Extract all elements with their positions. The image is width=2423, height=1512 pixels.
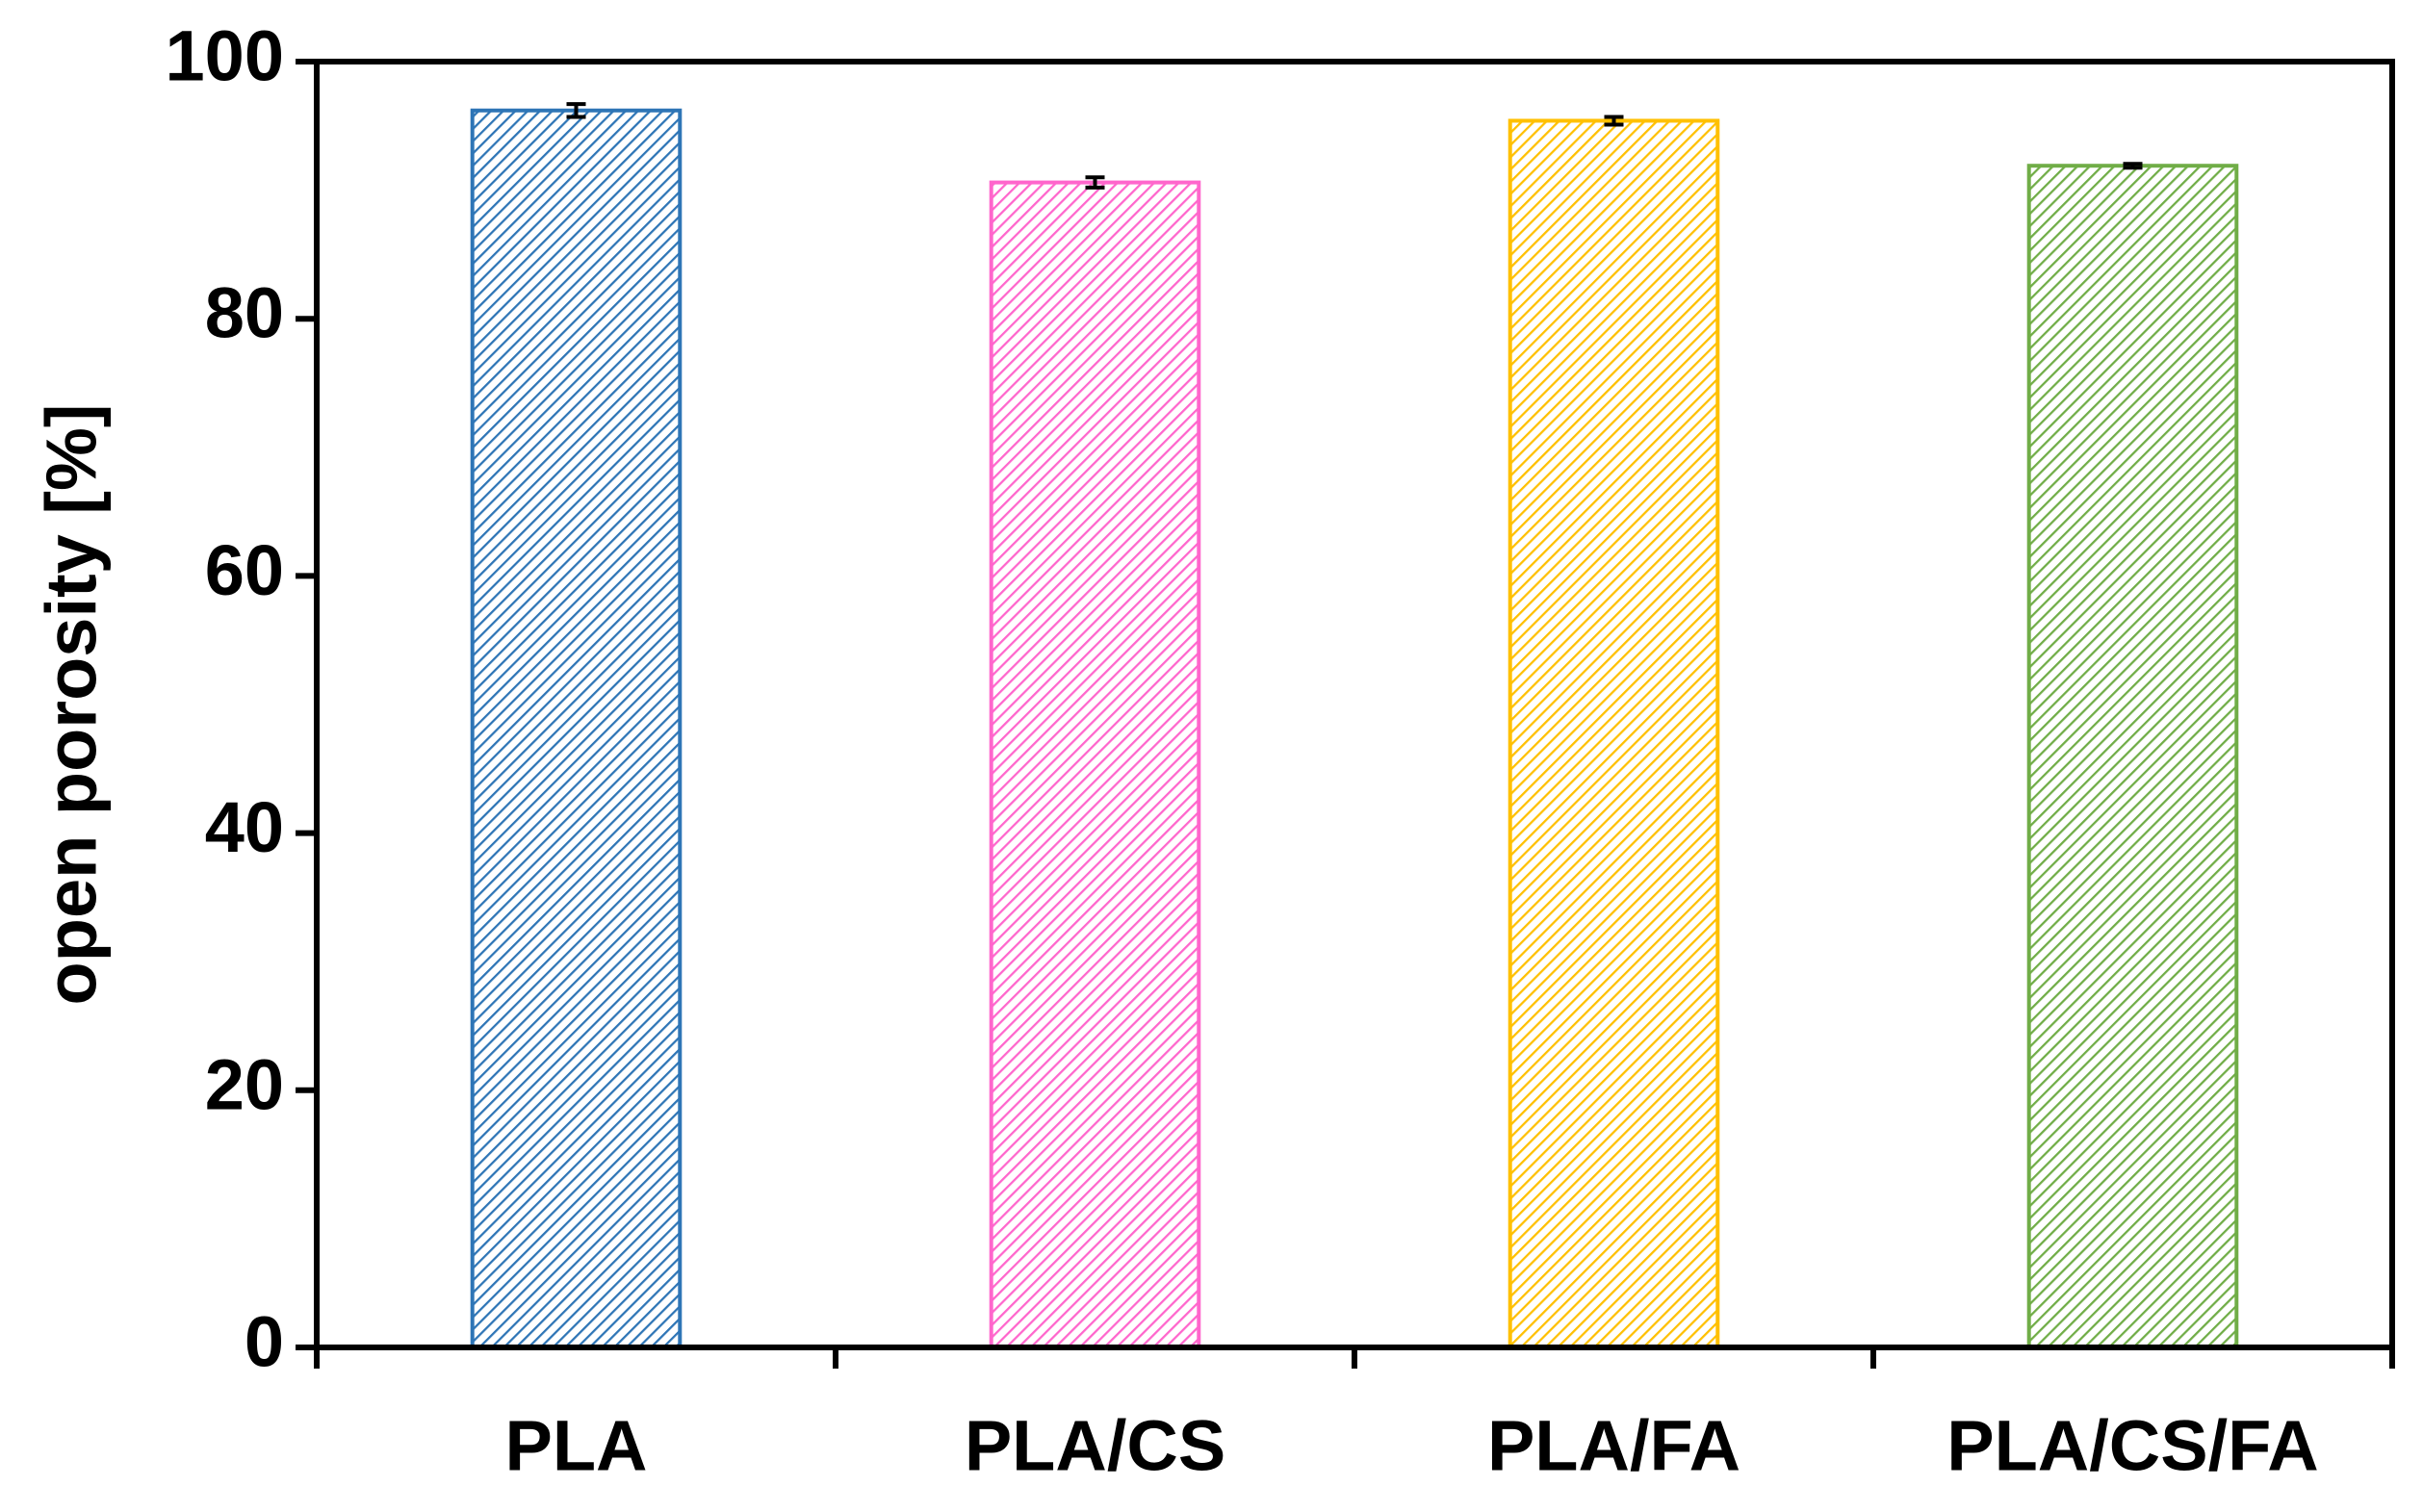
x-tick-label: PLA/FA [1487, 1406, 1740, 1486]
y-tick-label: 40 [205, 787, 284, 867]
y-tick-label: 20 [205, 1044, 284, 1124]
bar [989, 180, 1201, 1350]
y-tick-label: 80 [205, 273, 284, 353]
error-bar [1085, 175, 1105, 190]
y-tick-label: 0 [245, 1302, 284, 1382]
x-tick-label: PLA [505, 1406, 648, 1486]
x-tick-label: PLA/CS/FA [1946, 1406, 2318, 1486]
x-tick-label: PLA/CS [965, 1406, 1225, 1486]
y-tick-label: 100 [166, 16, 284, 96]
plot-frame [314, 59, 2395, 1350]
bar [2026, 164, 2239, 1350]
bar [1508, 118, 1720, 1349]
bar [470, 108, 683, 1350]
y-axis-label: open porosity [%] [32, 404, 112, 1006]
error-bar [566, 102, 586, 119]
error-bar [2123, 162, 2143, 170]
error-bar [1604, 115, 1624, 127]
y-tick-label: 60 [205, 530, 284, 610]
